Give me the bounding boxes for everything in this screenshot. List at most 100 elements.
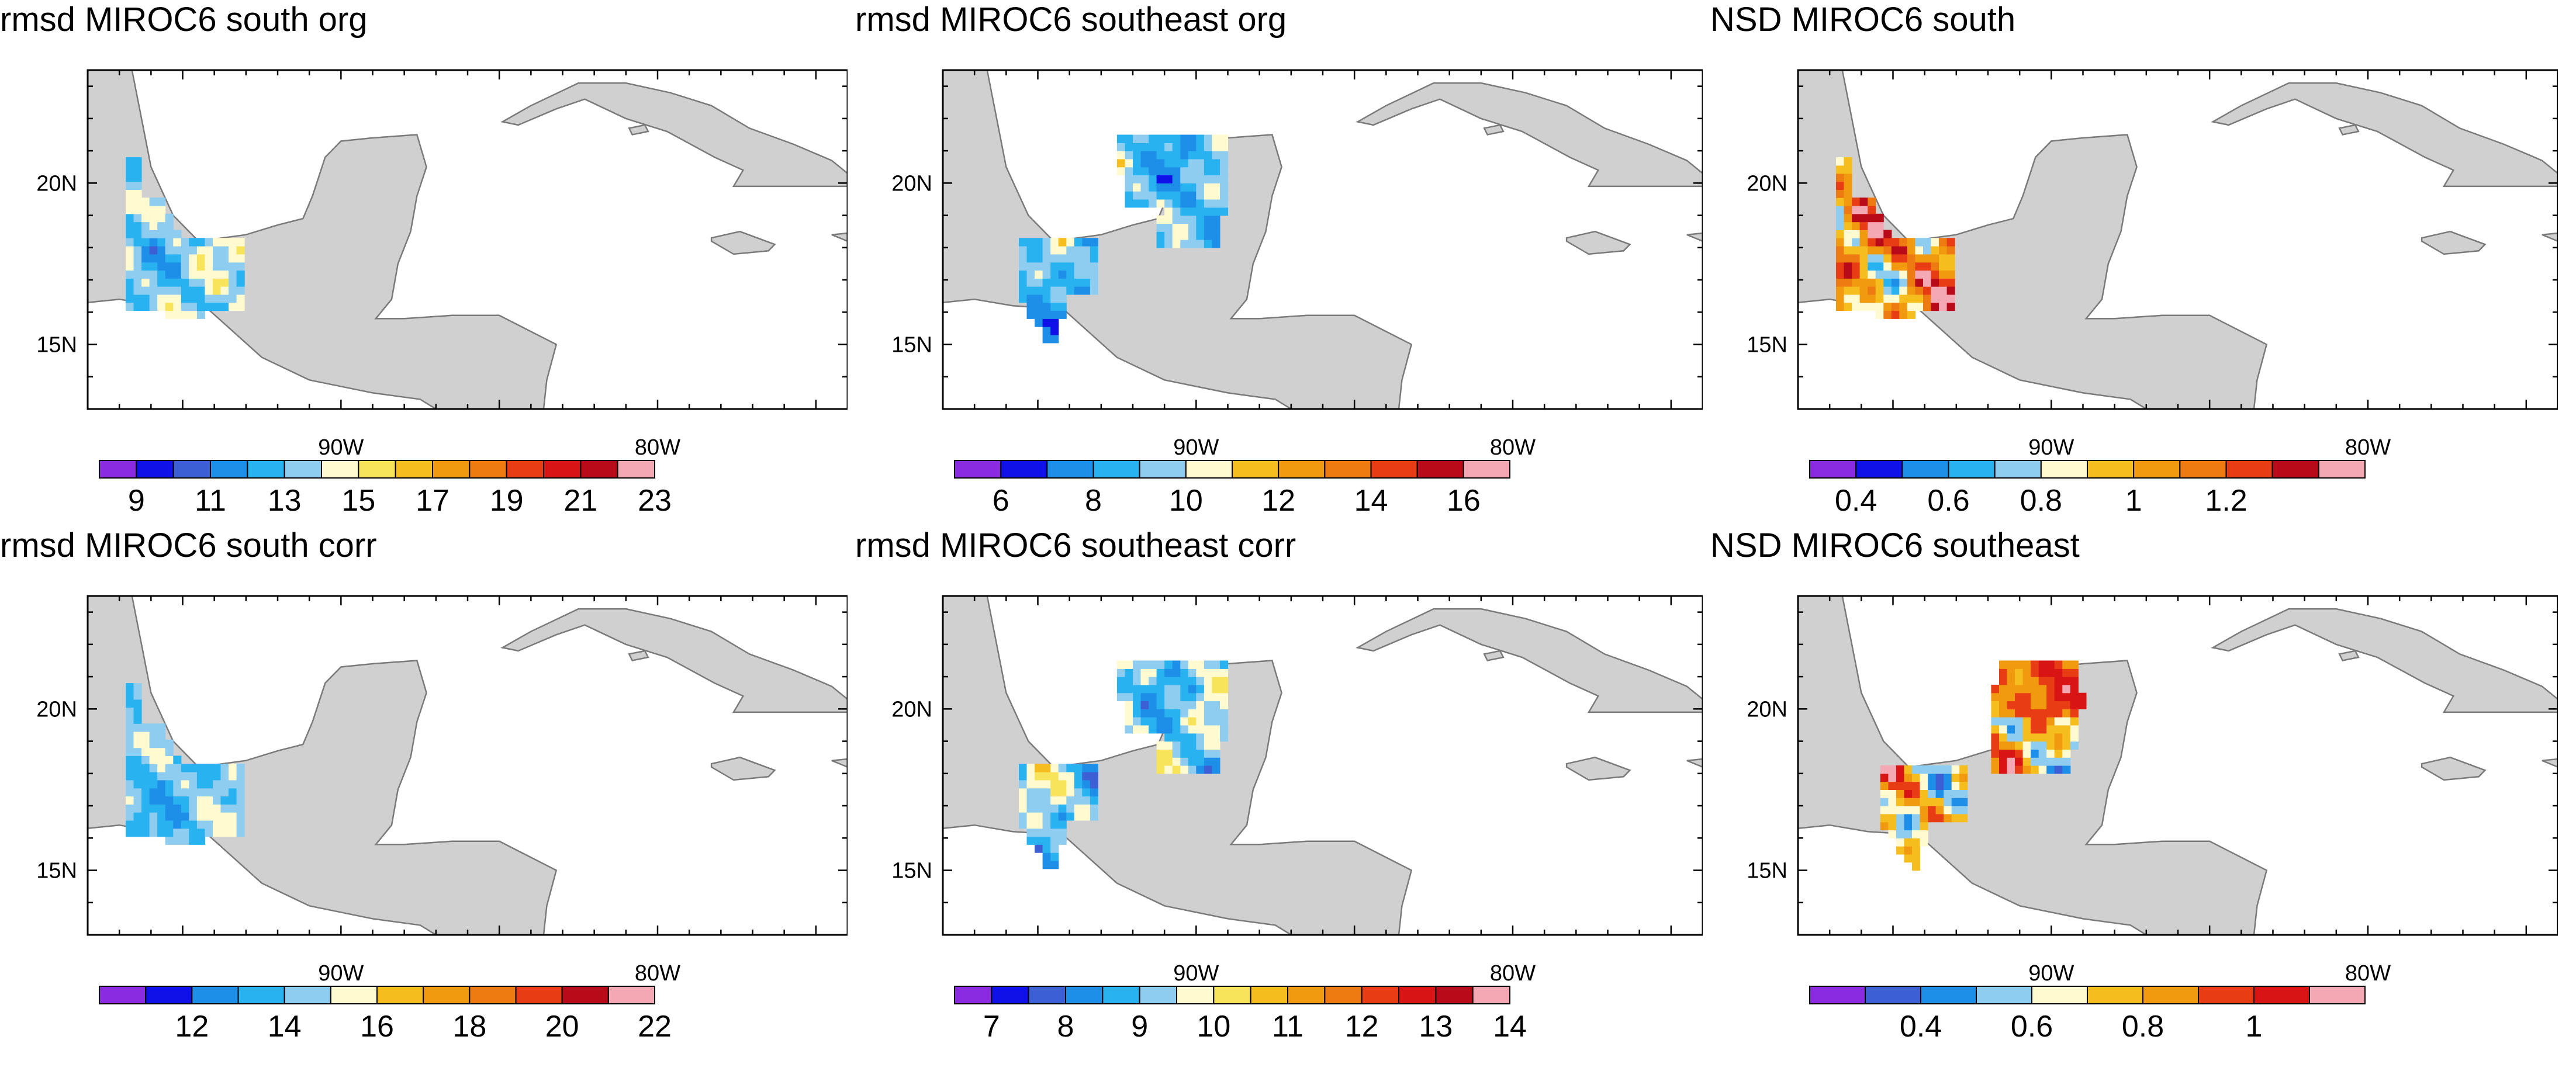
heatmap-cell (157, 828, 166, 837)
heatmap-cell (2015, 677, 2024, 685)
heatmap-cell (181, 238, 189, 247)
colorbar-bin (210, 460, 248, 479)
heatmap-cell (165, 820, 174, 829)
heatmap-cell (229, 796, 237, 805)
heatmap-cell (213, 262, 222, 271)
heatmap-cell (229, 254, 237, 263)
heatmap-cell (133, 270, 142, 279)
land-swan (2338, 124, 2360, 136)
heatmap-cell (1951, 813, 1960, 823)
heatmap-cell (1156, 749, 1165, 758)
panel-title: rmsd MIROC6 south org (0, 1, 368, 39)
heatmap-cell (1074, 262, 1083, 271)
heatmap-cell (2070, 660, 2079, 669)
heatmap-cell (1180, 215, 1189, 224)
heatmap-cell (165, 221, 174, 230)
heatmap-cell (141, 262, 150, 271)
heatmap-cell (1035, 310, 1043, 319)
heatmap-cell (1888, 773, 1897, 782)
heatmap-cell (2062, 725, 2071, 734)
heatmap-cell (1220, 158, 1229, 168)
heatmap-cell (149, 286, 158, 295)
heatmap-cell (126, 715, 134, 724)
heatmap-cell (1923, 278, 1932, 287)
heatmap-cell (1050, 812, 1059, 821)
heatmap-cell (1125, 660, 1133, 669)
heatmap-cell (1042, 804, 1051, 813)
heatmap-cell (1066, 788, 1075, 797)
heatmap-cell (1042, 836, 1051, 845)
heatmap-cell (1904, 773, 1913, 782)
colorbar-bin (432, 460, 471, 479)
panel-title: rmsd MIROC6 southeast corr (855, 526, 1296, 564)
heatmap-cell (1180, 240, 1189, 248)
heatmap-cell (2070, 717, 2079, 726)
colorbar-label: 8 (1057, 1010, 1074, 1044)
heatmap-cell (1899, 246, 1908, 255)
heatmap-cell (1133, 151, 1142, 160)
heatmap-cell (1172, 725, 1181, 734)
heatmap-cell (1050, 779, 1059, 789)
heatmap-cell (189, 270, 198, 279)
heatmap-cell (1899, 238, 1908, 247)
heatmap-cell (1156, 765, 1165, 774)
heatmap-cell (1042, 764, 1051, 772)
colorbar-label: 16 (360, 1010, 394, 1044)
heatmap-cell (1140, 668, 1149, 677)
heatmap-cell (1164, 143, 1173, 151)
heatmap-cell (220, 286, 229, 295)
heatmap-cell (1164, 717, 1173, 726)
heatmap-cell (1042, 294, 1051, 303)
heatmap-cell (2054, 701, 2063, 709)
heatmap-cell (133, 213, 142, 223)
heatmap-cell (1904, 822, 1913, 831)
heatmap-cell (229, 262, 237, 271)
heatmap-cell (1844, 254, 1852, 263)
heatmap-cell (1074, 286, 1083, 295)
heatmap-cell (1931, 286, 1939, 295)
colorbar-bin (1324, 460, 1372, 479)
heatmap-cell (2022, 725, 2031, 734)
heatmap-cell (1212, 223, 1220, 232)
heatmap-cell (1196, 765, 1205, 774)
heatmap-cell (1212, 717, 1220, 726)
heatmap-cell (1082, 254, 1091, 263)
heatmap-cell (1888, 813, 1897, 823)
heatmap-cell (157, 294, 166, 303)
heatmap-cell (173, 828, 182, 837)
heatmap-cell (1999, 684, 2008, 694)
heatmap-cell (1188, 692, 1197, 702)
colorbar-bin (1092, 460, 1140, 479)
panel-rmsd-southeast-corr: rmsd MIROC6 southeast corr 90W 80W 20N 15N 7… (855, 526, 1703, 1052)
heatmap-cell (126, 699, 134, 708)
heatmap-cell (1907, 278, 1915, 287)
heatmap-cell (1035, 278, 1043, 287)
panel-rmsd-southeast-org: rmsd MIROC6 southeast org 90W 80W 20N 15N 6 8… (855, 0, 1703, 526)
heatmap-cell (189, 772, 198, 781)
heatmap-cell (1196, 183, 1205, 192)
heatmap-cell (1896, 798, 1904, 806)
heatmap-cell (1875, 302, 1884, 311)
colorbar-bin (954, 986, 993, 1004)
heatmap-cell (165, 246, 174, 255)
heatmap-cell (1188, 709, 1197, 718)
heatmap-cell (1026, 238, 1035, 247)
heatmap-cell (1140, 134, 1149, 143)
heatmap-cell (149, 755, 158, 764)
heatmap-cell (1164, 183, 1173, 192)
heatmap-cell (1050, 828, 1059, 837)
heatmap-cell (1149, 151, 1157, 160)
heatmap-cell (1172, 684, 1181, 694)
y-tick-label: 15N (36, 333, 77, 358)
x-tick-label: 80W (2345, 961, 2391, 986)
heatmap-cell (229, 286, 237, 295)
heatmap-cell (149, 246, 158, 255)
colorbar-bin (1361, 986, 1400, 1004)
heatmap-cell (1891, 278, 1900, 287)
heatmap-cell (181, 270, 189, 279)
heatmap-cell (1035, 238, 1043, 247)
heatmap-cell (1019, 764, 1028, 772)
heatmap-cell (1220, 733, 1229, 742)
heatmap-cell (1935, 798, 1944, 806)
heatmap-cell (1844, 206, 1852, 214)
